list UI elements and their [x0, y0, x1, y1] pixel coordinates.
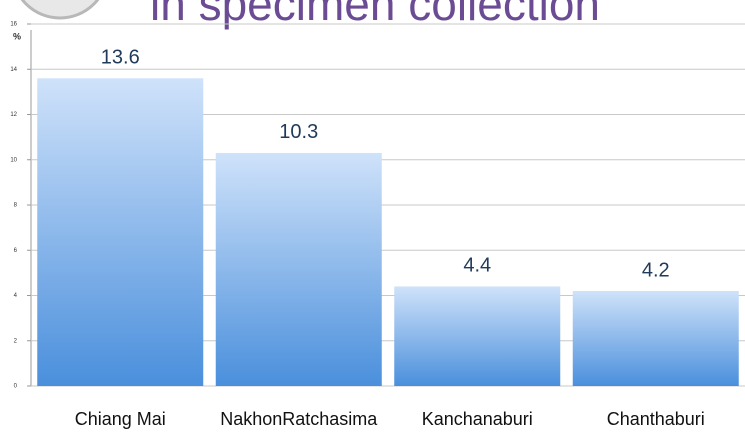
y-tick-label: 8: [14, 203, 18, 209]
x-tick-label: Chiang Mai: [75, 409, 166, 429]
y-tick-label: 10: [10, 157, 17, 163]
bar: [37, 78, 204, 387]
chart-title: in specimen collection: [150, 0, 600, 30]
y-tick-label: 14: [10, 67, 17, 73]
logo: [20, 0, 100, 20]
y-tick-label: 16: [10, 22, 17, 28]
bar: [215, 152, 382, 386]
y-tick-label: 6: [14, 248, 18, 254]
data-label: 4.2: [642, 259, 670, 281]
x-tick-label: NakhonRatchasima: [220, 409, 378, 429]
y-tick-label: 2: [14, 338, 18, 344]
bar: [572, 290, 739, 386]
data-label: 10.3: [279, 121, 318, 143]
bar: [394, 286, 561, 386]
x-tick-label: Kanchanaburi: [422, 409, 533, 429]
y-axis-label: %: [13, 31, 21, 41]
data-label: 13.6: [101, 47, 140, 69]
y-tick-label: 4: [14, 293, 18, 299]
x-tick-label: Chanthaburi: [607, 409, 705, 429]
data-label: 4.4: [463, 255, 491, 277]
y-tick-label: 12: [10, 112, 17, 118]
y-tick-label: 0: [14, 384, 18, 390]
